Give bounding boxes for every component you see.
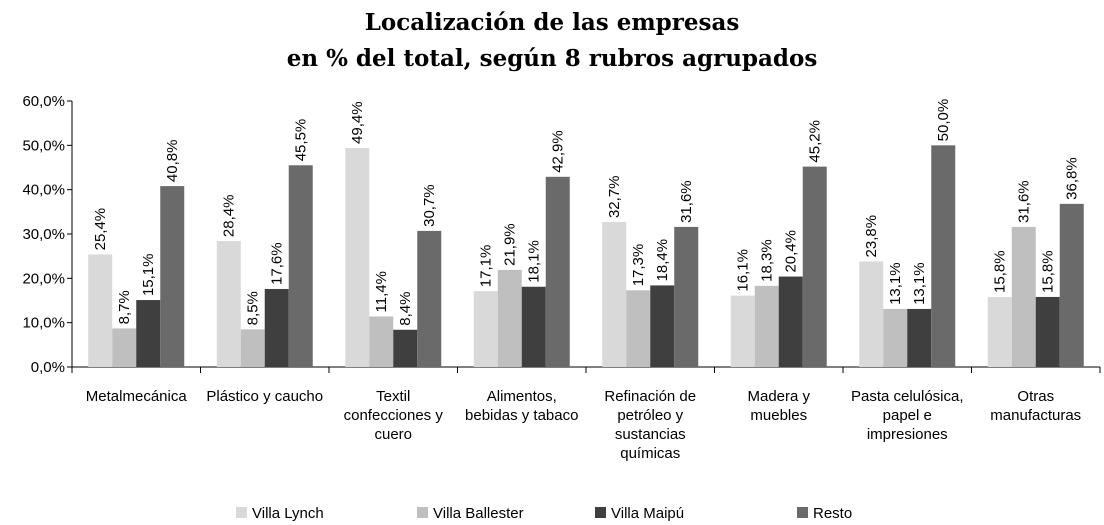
bar (497, 269, 522, 367)
x-tick-label: Alimentos, bebidas y tabaco (465, 388, 579, 424)
bar (393, 329, 418, 367)
bar (136, 300, 161, 367)
bar (88, 254, 113, 367)
x-tick-label: Plástico y caucho (206, 388, 324, 405)
chart-title: Localización de las empresas (365, 9, 740, 36)
bar (545, 176, 570, 367)
bar (1035, 296, 1060, 367)
bar (602, 222, 627, 367)
data-label: 15,8% (992, 250, 1009, 293)
data-label: 45,2% (807, 120, 824, 163)
bar (288, 165, 313, 367)
bar (112, 328, 137, 367)
legend-label: Villa Ballester (433, 505, 524, 522)
data-label: 11,4% (373, 271, 390, 312)
bar (778, 276, 803, 367)
data-label: 20,4% (783, 230, 800, 273)
y-tick-label: 30,0% (22, 226, 65, 243)
bar (216, 241, 241, 367)
legend-label: Resto (813, 505, 852, 522)
bar (369, 316, 394, 367)
data-label: 31,6% (678, 180, 695, 223)
data-label: 17,1% (478, 245, 495, 288)
data-label: 13,1% (887, 262, 904, 305)
bar (802, 166, 827, 367)
data-label: 36,8% (1064, 157, 1081, 200)
bar (264, 288, 289, 367)
data-label: 50,0% (935, 99, 952, 142)
y-tick-label: 0,0% (31, 359, 65, 376)
data-label: 18,4% (654, 239, 671, 282)
legend-label: Villa Maipú (611, 505, 684, 522)
bar (160, 186, 185, 367)
data-label: 32,7% (606, 175, 623, 218)
legend-swatch (417, 507, 428, 518)
data-label: 17,3% (630, 244, 647, 287)
legend-swatch (236, 507, 247, 518)
data-label: 17,6% (269, 242, 286, 285)
data-label: 23,8% (863, 215, 880, 258)
x-tick-label: Refinación de petróleo y sustancias quím… (604, 388, 697, 462)
chart-subtitle: en % del total, según 8 rubros agrupados (287, 45, 818, 72)
x-tick-label: Metalmecánica (85, 388, 187, 405)
bar (473, 291, 498, 367)
data-label: 45,5% (293, 119, 310, 162)
data-label: 15,8% (1040, 250, 1057, 293)
data-label: 18,3% (759, 239, 776, 282)
x-tick-label: Madera y muebles (747, 388, 811, 424)
x-tick-label: Pasta celulósica, papel e impresiones (850, 388, 964, 443)
data-label: 42,9% (550, 130, 567, 173)
bar (417, 230, 442, 367)
bar (1059, 203, 1084, 367)
data-label: 13,1% (911, 262, 928, 305)
bar (626, 290, 651, 367)
bar (240, 329, 265, 367)
x-tick-label: Otras manufacturas (990, 388, 1082, 424)
bar (650, 285, 675, 367)
bar (674, 226, 699, 367)
legend-swatch (797, 507, 808, 518)
y-tick-label: 50,0% (22, 137, 65, 154)
data-label: 8,7% (116, 290, 133, 324)
bar (521, 286, 546, 367)
bar (859, 261, 884, 367)
data-label: 15,1% (140, 254, 157, 297)
bar (907, 308, 932, 367)
y-tick-label: 10,0% (22, 315, 65, 332)
y-tick-label: 40,0% (22, 182, 65, 199)
bar (754, 285, 779, 367)
bar (931, 145, 956, 367)
bar (345, 147, 370, 367)
legend-swatch (595, 507, 606, 518)
data-label: 18,1% (526, 240, 543, 283)
bar (987, 296, 1012, 367)
x-tick-label: Textil confecciones y cuero (343, 388, 443, 443)
data-label: 30,7% (421, 184, 438, 227)
y-tick-label: 20,0% (22, 270, 65, 287)
data-label: 28,4% (221, 195, 238, 238)
data-label: 40,8% (164, 140, 181, 183)
data-label: 8,5% (245, 291, 262, 325)
bar (730, 295, 755, 367)
data-label: 31,6% (1016, 180, 1033, 223)
data-label: 16,1% (735, 249, 752, 292)
data-label: 21,9% (502, 223, 519, 266)
y-tick-label: 60,0% (22, 93, 65, 110)
bar (883, 308, 908, 367)
bar (1011, 226, 1036, 367)
legend-label: Villa Lynch (252, 505, 324, 522)
data-label: 49,4% (349, 101, 366, 144)
data-label: 8,4% (397, 292, 414, 326)
data-label: 25,4% (92, 208, 109, 251)
